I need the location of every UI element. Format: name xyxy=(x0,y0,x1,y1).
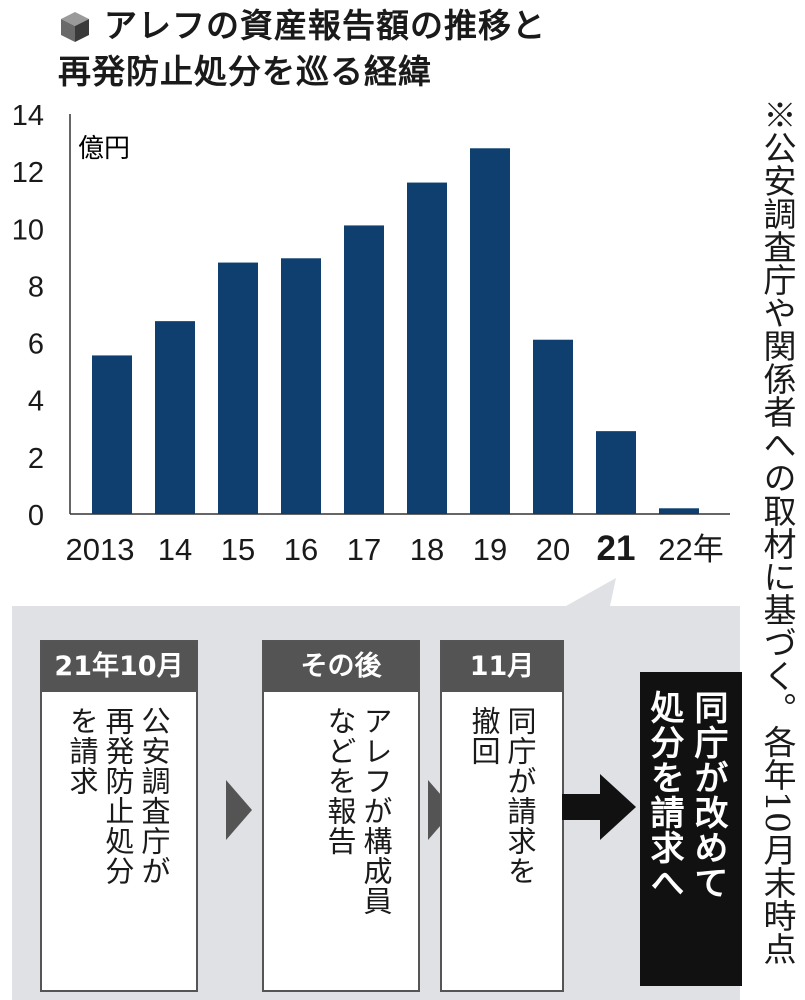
chart-title-line-2: 再発防止処分を巡る経緯 xyxy=(58,52,432,91)
y-tick-label: 8 xyxy=(28,271,44,303)
bar-19 xyxy=(470,148,510,515)
arrow-right-icon xyxy=(562,774,636,840)
timeline-step-1: 21年10月 公安調査庁が 再発防止処分 を請求 xyxy=(40,640,198,992)
x-tick-label: 20 xyxy=(536,532,570,567)
x-tick-label: 21 xyxy=(597,529,636,568)
bar-21 xyxy=(596,431,636,514)
y-tick-label: 12 xyxy=(12,157,44,189)
bar-22年 xyxy=(659,508,699,514)
x-tick-label: 17 xyxy=(347,532,381,567)
step-header: 21年10月 xyxy=(42,642,196,692)
y-axis: 0 2 4 6 8 10 12 14 xyxy=(12,100,71,532)
bar-14 xyxy=(155,321,195,514)
x-tick-label: 19 xyxy=(473,532,507,567)
y-tick-label: 4 xyxy=(28,386,44,418)
y-tick-label: 10 xyxy=(12,214,44,246)
timeline-step-2: その後 アレフが構成員 などを報告 xyxy=(262,640,420,992)
step-body: 公安調査庁が 再発防止処分 を請求 xyxy=(65,706,171,886)
chevron-right-icon xyxy=(226,780,252,840)
bar-18 xyxy=(407,182,447,515)
step-body: アレフが構成員 などを報告 xyxy=(323,706,393,916)
result-box: 同庁が改めて 処分を請求へ xyxy=(640,672,742,986)
y-tick-label: 6 xyxy=(28,329,44,361)
cube-icon xyxy=(61,12,89,42)
bar-20 xyxy=(533,339,573,514)
x-axis: 2013 14 15 16 17 18 19 20 21 22年 xyxy=(66,513,730,568)
x-tick-label: 16 xyxy=(284,532,318,567)
chart-title-line-1: アレフの資産報告額の推移と xyxy=(104,6,546,45)
x-tick-label: 2013 xyxy=(66,532,135,567)
timeline-step-3: 11月 同庁が請求を 撤回 xyxy=(440,640,564,992)
unit-label: 億円 xyxy=(78,134,130,164)
x-tick-label: 14 xyxy=(158,532,192,567)
source-note: ※公安調査庁や関係者への取材に基づく。各年10月末時点 xyxy=(758,98,797,965)
y-tick-label: 0 xyxy=(28,500,44,532)
step-body: 同庁が請求を 撤回 xyxy=(467,706,537,886)
callout-pointer xyxy=(566,578,616,606)
bar-17 xyxy=(344,225,384,514)
step-header: その後 xyxy=(264,642,418,692)
bars xyxy=(92,148,699,515)
step-header: 11月 xyxy=(442,642,562,692)
x-tick-label: 15 xyxy=(221,532,255,567)
bar-15 xyxy=(218,262,258,514)
bar-chart: 0 2 4 6 8 10 12 14 2013 14 15 16 17 18 19 20 21 22年 億円 xyxy=(12,100,730,568)
x-tick-label: 22年 xyxy=(658,532,723,567)
bar-16 xyxy=(281,258,321,514)
y-tick-label: 2 xyxy=(28,443,44,475)
x-tick-label: 18 xyxy=(410,532,444,567)
y-tick-label: 14 xyxy=(12,100,44,132)
bar-2013 xyxy=(92,355,132,514)
